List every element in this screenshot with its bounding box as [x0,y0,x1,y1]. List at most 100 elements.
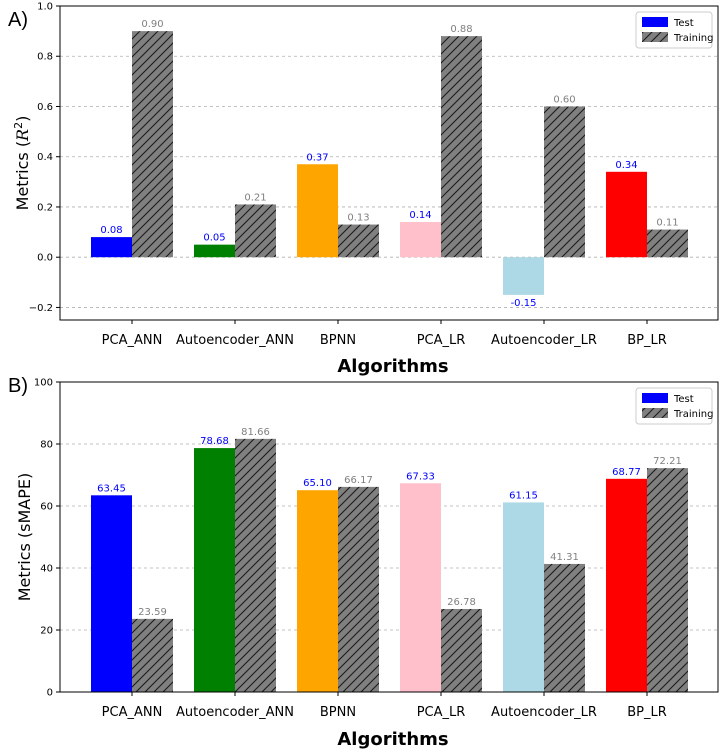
panel-b-data-label-test: 67.33 [406,471,435,482]
panel-a-y-axis-label-main: Metrics ( [13,141,32,210]
panel-a-bars [91,31,688,295]
panel-a-bar-test [297,164,338,258]
panel-a-data-label-test: 0.05 [203,233,225,244]
panel-b-bars [91,438,688,692]
panel-b-legend-swatch-test [642,393,668,403]
panel-b-data-label-training: 26.78 [447,597,476,608]
panel-b-data-label-training: 81.66 [241,427,270,438]
panel-a-data-label-training: 0.13 [347,213,369,224]
panel-b-bar-test [194,448,235,692]
panel-a-data-label-test: 0.34 [615,160,637,171]
panel-a-x-tick-label: BPNN [320,333,356,348]
panel-b-y-ticks: 0 20 40 60 80 100 [34,378,60,699]
panel-a-bar-test [194,244,235,258]
panel-b-y-tick-label: 0 [47,688,53,699]
panel-b-legend: Test Training [635,387,713,425]
panel-b-data-label-test: 78.68 [200,436,229,447]
panel-a-data-label-test: 0.37 [306,152,328,163]
panel-a-data-labels: 0.08 0.90 0.05 0.21 0.37 0.13 0.14 0.88 -0.15 0.6… [100,19,678,309]
panel-b-x-tick-label: PCA_ANN [102,705,163,720]
panel-a-bar-test [400,222,441,258]
panel-a-bar-test [503,257,544,295]
panel-a-x-tick-label: PCA_ANN [102,333,163,348]
panel-a-y-axis-label-sup: 2 [12,122,25,129]
panel-a-y-axis-label: Metrics (R2) [12,116,33,211]
panel-b-x-ticks: PCA_ANN Autoencoder_ANN BPNN PCA_LR Autoenco… [102,692,667,720]
panel-a-data-label-training: 0.60 [553,94,575,105]
panel-b-data-label-test: 61.15 [509,490,538,501]
panel-a-y-tick-label: 0.6 [37,102,53,113]
panel-b-bar-test [400,483,441,692]
panel-b-data-label-test: 65.10 [303,478,332,489]
panel-b-y-tick-label: 60 [40,502,53,513]
panel-a-data-label-test: 0.08 [100,225,122,236]
panel-b-x-tick-label: Autoencoder_ANN [176,705,294,720]
panel-a-x-tick-label: Autoencoder_LR [491,333,597,348]
panel-b-bar-training [544,563,585,692]
panel-a-legend-swatch-test [642,17,668,27]
panel-b-x-tick-label: PCA_LR [417,705,466,720]
panel-b-bar-training [647,468,688,692]
panel-b-y-tick-label: 80 [40,440,53,451]
panel-b-y-tick-label: 40 [40,564,53,575]
panel-b-data-label-training: 23.59 [138,607,167,618]
panel-b-bar-test [503,502,544,692]
panel-b-x-tick-label: BPNN [320,705,356,720]
panel-a-y-tick-label: 0.0 [37,253,53,264]
panel-a-legend-label-training: Training [673,33,713,44]
panel-b-bar-test [297,490,338,692]
panel-b-label: B) [8,375,28,397]
panel-b-axes-frame [59,381,719,693]
panel-a-x-axis-label: Algorithms [337,356,448,377]
panel-a-legend: Test Training [635,11,713,49]
panel-b-x-tick-label: BP_LR [627,705,667,720]
panel-a-x-tick-label: BP_LR [627,333,667,348]
panel-a-y-tick-label: 0.2 [37,202,53,213]
panel-b-bar-training [338,486,379,692]
panel-b-legend-label-test: Test [673,394,694,405]
panel-b-y-tick-label: 20 [40,626,53,637]
panel-b-x-axis-label: Algorithms [337,729,448,750]
panel-b-legend-swatch-training [642,408,668,418]
panel-a-y-tick-label: 0.4 [37,152,53,163]
panel-a-bar-training [338,224,379,258]
panel-b-bar-test [606,478,647,692]
panel-a-axes-frame [59,5,719,321]
panel-a-legend-swatch-training [642,32,668,42]
panel-a-x-tick-label: PCA_LR [417,333,466,348]
panel-b-bar-test [91,495,132,692]
panel-a-data-label-test: 0.14 [409,210,431,221]
panel-a-x-tick-label: Autoencoder_ANN [176,333,294,348]
panel-b-bar-training [132,618,173,692]
panel-a-bar-training [441,36,482,258]
panel-b-bar-training [441,608,482,692]
panel-a-data-label-training: 0.21 [244,192,266,203]
panel-a-y-tick-label: 0.8 [37,52,53,63]
panel-a-x-ticks: PCA_ANN Autoencoder_ANN BPNN PCA_LR Autoenco… [102,320,667,348]
panel-a-bar-training [647,229,688,258]
panel-b-y-axis-label: Metrics (sMAPE) [15,473,34,602]
panel-b-data-label-test: 68.77 [612,467,641,478]
panel-a-bar-test [606,171,647,258]
panel-a-y-axis-label-var: R [13,129,32,142]
panel-a-label: A) [8,9,28,31]
panel-b-legend-label-training: Training [673,409,713,420]
panel-b-data-labels: 63.45 23.59 78.68 81.66 65.10 66.17 67.33 26.78… [97,427,682,618]
panel-a-bar-test [91,237,132,258]
panel-a-y-axis-label-close: ) [13,116,32,122]
panel-b-data-label-training: 72.21 [653,456,682,467]
panel-b-data-label-test: 63.45 [97,483,126,494]
panel-a-y-tick-label: 1.0 [37,2,53,13]
panel-a-data-label-training: 0.11 [656,218,678,229]
panel-b-x-tick-label: Autoencoder_LR [491,705,597,720]
panel-a-y-tick-label: −0.2 [29,303,53,314]
panel-a-bar-training [132,31,173,258]
panel-b-data-label-training: 66.17 [344,475,373,486]
panel-b-data-label-training: 41.31 [550,552,579,563]
panel-a-bar-training [235,204,276,258]
panel-b: B) 63.45 23.59 78.68 81.66 65.10 66.17 67.33 26… [8,375,719,750]
panel-a-legend-label-test: Test [673,18,694,29]
panel-a-data-label-training: 0.90 [141,19,163,30]
panel-a-y-ticks: −0.2 0.0 0.2 0.4 0.6 0.8 1.0 [29,2,60,314]
